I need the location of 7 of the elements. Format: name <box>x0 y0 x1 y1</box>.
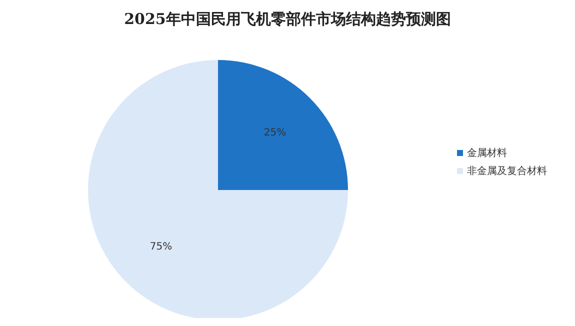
legend-label: 非金属及复合材料 <box>467 166 547 177</box>
legend-label: 金属材料 <box>467 148 507 159</box>
chart-title: 2025年中国民用飞机零部件市场结构趋势预测图 <box>123 10 452 29</box>
data-label: 25% <box>264 128 286 139</box>
pie-slice <box>218 60 348 190</box>
pie-slice <box>88 60 348 318</box>
data-label: 75% <box>150 241 172 252</box>
